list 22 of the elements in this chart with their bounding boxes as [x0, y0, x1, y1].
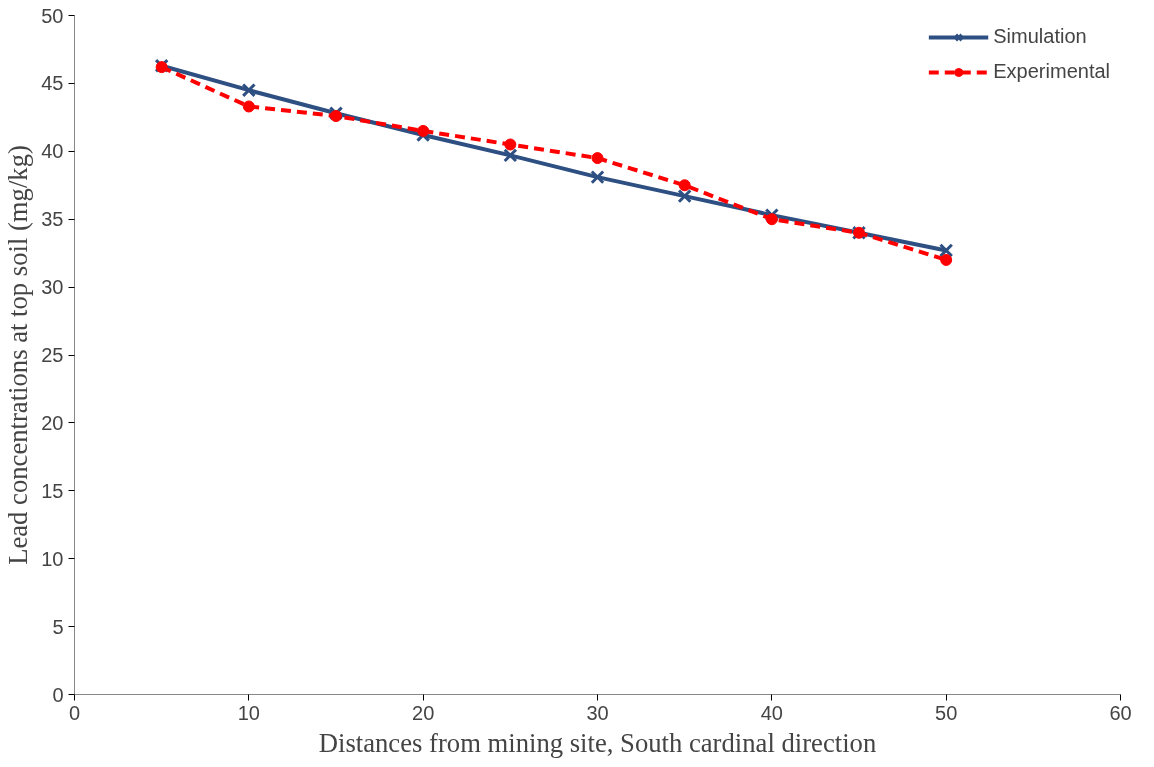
x-axis-title: Distances from mining site, South cardinal direction	[318, 727, 877, 758]
x-tick-label: 50	[935, 701, 958, 724]
x-tick-label: 0	[68, 701, 81, 724]
y-tick-label: 30	[41, 276, 64, 299]
y-tick-label: 10	[41, 547, 64, 570]
y-tick-label: 15	[41, 479, 64, 502]
y-tick-label: 5	[52, 615, 64, 638]
y-tick-label: 25	[41, 344, 64, 366]
x-tick-label: 40	[760, 701, 783, 724]
y-tick-label: 0	[52, 683, 64, 706]
x-tick-label: 60	[1109, 701, 1132, 724]
y-tick-label: 40	[41, 140, 64, 163]
y-tick-label: 50	[41, 4, 64, 27]
legend-label: Simulation	[993, 25, 1087, 48]
legend-label: Experimental	[993, 60, 1110, 83]
x-tick-label: 10	[237, 701, 260, 724]
x-tick-label: 30	[586, 701, 609, 724]
y-tick-label: 35	[41, 208, 64, 231]
y-tick-label: 45	[41, 72, 64, 95]
y-tick-label: 20	[41, 411, 64, 434]
x-tick-label: 20	[412, 701, 435, 724]
y-axis-title: Lead concentrations at top soil (mg/kg)	[3, 145, 34, 565]
